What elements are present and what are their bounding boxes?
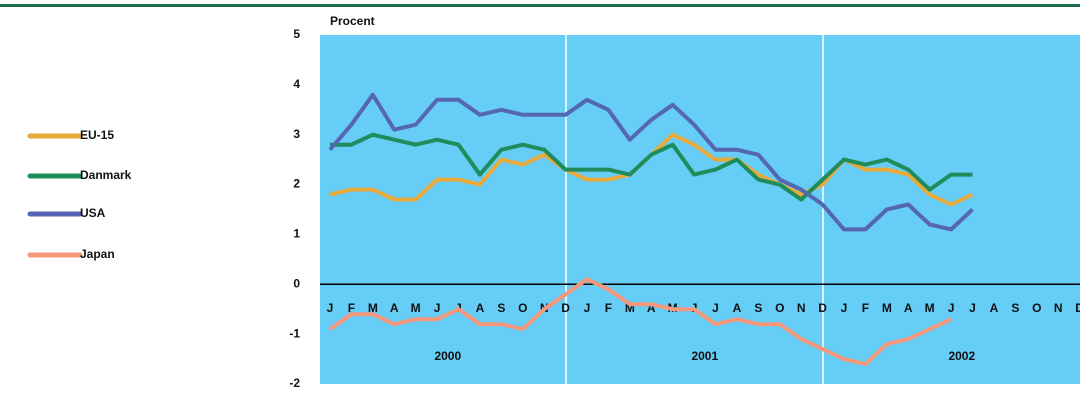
x-tick-label: J: [948, 301, 955, 315]
x-tick-label: M: [625, 301, 635, 315]
y-tick-label: -2: [289, 376, 300, 390]
x-tick-label: M: [368, 301, 378, 315]
legend-label: Japan: [80, 247, 115, 261]
x-tick-label: O: [518, 301, 527, 315]
x-tick-label: N: [1054, 301, 1063, 315]
x-tick-label: J: [969, 301, 976, 315]
x-tick-label: F: [862, 301, 869, 315]
x-tick-label: S: [754, 301, 762, 315]
x-tick-label: M: [411, 301, 421, 315]
series-line: [328, 277, 952, 367]
x-tick-label: J: [841, 301, 848, 315]
year-label: 2000: [434, 349, 461, 363]
series-line: [330, 132, 973, 202]
x-tick-label: D: [561, 301, 570, 315]
x-tick-label: A: [904, 301, 913, 315]
x-tick-label: M: [925, 301, 935, 315]
y-tick-label: 0: [293, 276, 300, 290]
x-tick-label: F: [348, 301, 355, 315]
x-tick-label: J: [584, 301, 591, 315]
legend-label: Danmark: [80, 168, 132, 182]
legend-label: EU-15: [80, 128, 114, 142]
x-tick-label: S: [497, 301, 505, 315]
x-tick-label: A: [390, 301, 399, 315]
legend-label: USA: [80, 206, 106, 220]
series-line: [328, 92, 974, 232]
x-tick-label: F: [605, 301, 612, 315]
x-tick-label: A: [647, 301, 656, 315]
x-tick-label: M: [882, 301, 892, 315]
y-tick-label: 2: [293, 177, 300, 191]
x-tick-label: A: [990, 301, 999, 315]
x-tick-label: A: [733, 301, 742, 315]
plot-background: [320, 35, 1080, 384]
x-tick-label: J: [327, 301, 334, 315]
x-tick-label: A: [476, 301, 485, 315]
x-tick-label: D: [1075, 301, 1080, 315]
y-tick-label: 5: [293, 27, 300, 41]
x-tick-label: S: [1011, 301, 1019, 315]
x-tick-label: N: [797, 301, 806, 315]
y-tick-label: 4: [293, 77, 300, 91]
top-rule: [0, 4, 1080, 7]
x-tick-label: D: [818, 301, 827, 315]
x-tick-label: J: [712, 301, 719, 315]
y-axis-label: Procent: [330, 14, 375, 28]
year-label: 2002: [948, 349, 975, 363]
year-label: 2001: [691, 349, 718, 363]
x-tick-label: O: [1032, 301, 1041, 315]
y-tick-label: 1: [293, 227, 300, 241]
x-tick-label: O: [775, 301, 784, 315]
x-tick-label: J: [434, 301, 441, 315]
y-tick-label: 3: [293, 127, 300, 141]
y-tick-label: -1: [289, 326, 300, 340]
